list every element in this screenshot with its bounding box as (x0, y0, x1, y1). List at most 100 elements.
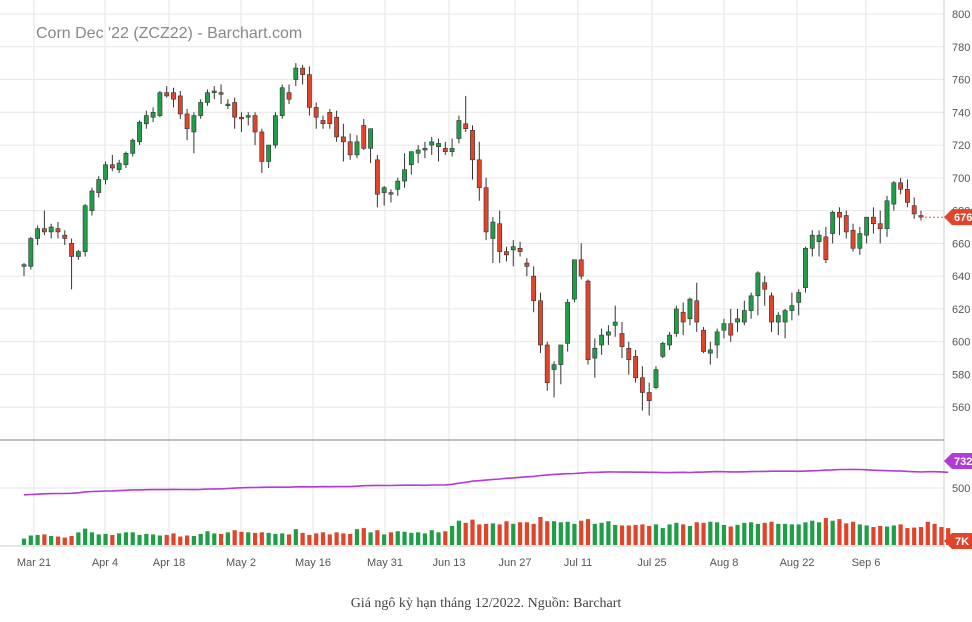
volume-average-badge (944, 453, 972, 469)
volume-bar (144, 533, 149, 545)
candle-body (300, 67, 306, 75)
volume-bar (246, 532, 251, 545)
volume-bar (157, 535, 163, 545)
volume-bar (96, 534, 101, 545)
candle-body (837, 211, 842, 218)
volume-bar (912, 527, 917, 545)
price-chart[interactable]: 560580600620640660680700720740760780800M… (0, 0, 972, 575)
candle-body (123, 152, 129, 166)
candle-body (436, 143, 441, 148)
candle-body (327, 112, 333, 125)
candle-body (96, 179, 102, 193)
volume-bar (619, 525, 625, 545)
candle-body (884, 200, 890, 229)
candle-body (871, 216, 876, 225)
volume-bar (171, 533, 176, 545)
candle-body (599, 334, 605, 346)
volume-bar (354, 529, 360, 545)
candle-body (143, 115, 149, 125)
candle-body (782, 310, 788, 323)
candle-body (48, 226, 54, 233)
candle-body (259, 131, 265, 162)
volume-bar (103, 533, 108, 545)
volume-bar (517, 522, 523, 545)
date-tick-label: Apr 18 (153, 557, 185, 569)
volume-bar (891, 525, 896, 545)
volume-bar (735, 524, 740, 545)
candle-body (572, 259, 577, 300)
volume-bar (266, 532, 271, 545)
candle-body (137, 121, 142, 143)
volume-bar (762, 522, 767, 545)
volume-bar (653, 524, 659, 545)
volume-bar (579, 520, 584, 545)
price-tick-label: 800 (952, 9, 970, 21)
candle-body (680, 311, 686, 323)
candle-body (354, 141, 360, 156)
candle-body (449, 148, 455, 152)
volume-bar (810, 520, 815, 545)
candle-body (313, 107, 319, 118)
last-price-badge (944, 209, 972, 226)
candle-body (225, 103, 231, 106)
candle-body (898, 182, 904, 190)
candle-body (524, 262, 530, 267)
volume-bar (898, 524, 903, 545)
candle-body (687, 298, 693, 320)
candle-body (164, 92, 170, 97)
volume-bar (212, 533, 217, 545)
volume-bar (837, 519, 842, 545)
candle-body (157, 92, 163, 116)
candle-body (707, 349, 713, 354)
candle-body (408, 151, 414, 166)
volume-bar (293, 529, 298, 545)
volume-bar (83, 528, 88, 545)
volume-bar (300, 532, 305, 545)
candle-body (293, 67, 299, 80)
candle-body (150, 112, 156, 118)
candle-body (62, 234, 68, 239)
candle-body (429, 141, 435, 146)
candle-body (816, 234, 822, 243)
candle-body (728, 323, 734, 336)
price-tick-label: 660 (952, 238, 970, 250)
date-tick-label: Aug 22 (780, 557, 815, 569)
volume-bar (286, 534, 292, 545)
volume-bar (225, 532, 230, 545)
volume-bar (803, 522, 808, 545)
candle-body (748, 295, 754, 311)
date-tick-label: May 2 (226, 557, 256, 569)
volume-bar (708, 521, 713, 545)
volume-bar (490, 523, 495, 545)
volume-bar (232, 530, 237, 545)
volume-bar (21, 538, 27, 545)
volume-bar (640, 524, 645, 545)
volume-bar (694, 522, 699, 545)
date-tick-label: Jul 25 (637, 557, 666, 569)
candle-body (463, 123, 469, 129)
volume-bar (314, 533, 319, 545)
volume-bar (123, 532, 129, 545)
volume-bar (28, 535, 33, 545)
candle-body (517, 248, 523, 252)
volume-bar (191, 536, 196, 545)
candle-body (565, 302, 571, 344)
volume-bar (375, 530, 380, 545)
candle-body (347, 141, 353, 156)
volume-bar (307, 534, 312, 545)
date-tick-label: Aug 8 (710, 557, 739, 569)
date-tick-label: Jul 11 (564, 557, 593, 569)
volume-bar (395, 531, 400, 545)
volume-bar (884, 526, 890, 545)
candle-body (626, 347, 632, 361)
candle-body (775, 315, 781, 323)
price-tick-label: 700 (952, 173, 970, 185)
candle-body (843, 215, 849, 233)
volume-bar (674, 522, 679, 545)
candle-body (415, 149, 421, 154)
candle-body (803, 248, 808, 288)
volume-bar (382, 534, 387, 545)
candle-body (504, 251, 509, 256)
volume-bar (857, 524, 862, 545)
candle-body (75, 251, 81, 257)
